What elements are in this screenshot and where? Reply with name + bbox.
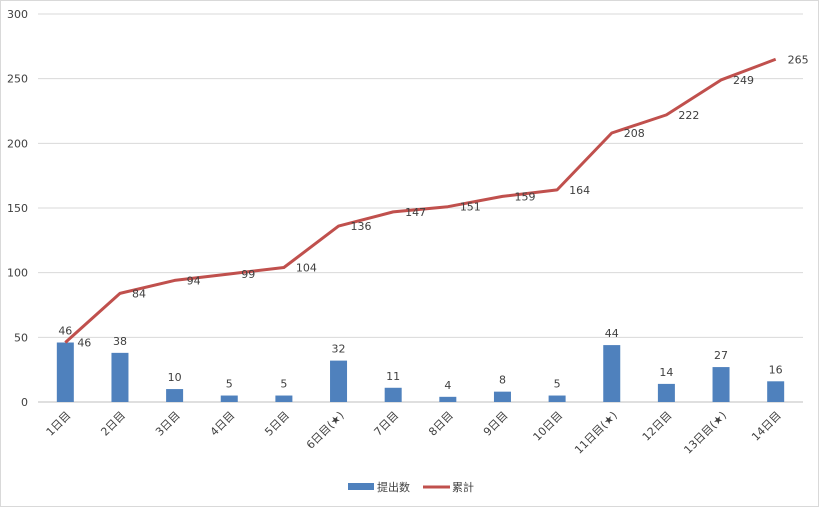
bar-data-label: 27 bbox=[714, 349, 728, 362]
bar-data-label: 44 bbox=[605, 327, 619, 340]
bar bbox=[111, 352, 129, 402]
x-tick-label: 3日目 bbox=[153, 409, 183, 439]
bar bbox=[493, 391, 511, 402]
line-data-label: 147 bbox=[405, 206, 426, 219]
y-tick-label: 300 bbox=[7, 8, 28, 21]
bar bbox=[166, 389, 184, 402]
bar bbox=[603, 345, 621, 402]
bar-data-label: 38 bbox=[113, 335, 127, 348]
x-tick-label: 4日目 bbox=[208, 409, 238, 439]
bar bbox=[657, 383, 675, 402]
bar-data-label: 8 bbox=[499, 374, 506, 387]
x-tick-label: 1日目 bbox=[44, 409, 74, 439]
bar-data-label: 10 bbox=[168, 371, 182, 384]
bar bbox=[56, 342, 74, 402]
line-data-label: 151 bbox=[460, 201, 481, 214]
line-data-label: 249 bbox=[733, 74, 754, 87]
bar-data-label: 46 bbox=[58, 325, 72, 338]
bar-data-label: 4 bbox=[444, 379, 451, 392]
line-data-label: 208 bbox=[624, 127, 645, 140]
y-tick-label: 250 bbox=[7, 73, 28, 86]
x-tick-label: 6日目(★) bbox=[304, 409, 347, 452]
y-tick-label: 200 bbox=[7, 137, 28, 150]
bar bbox=[439, 396, 457, 402]
bar-data-label: 14 bbox=[659, 366, 673, 379]
legend-swatch-bar bbox=[348, 483, 374, 490]
x-tick-label: 9日目 bbox=[481, 409, 511, 439]
bar-data-label: 5 bbox=[280, 378, 287, 391]
x-tick-label: 14日目 bbox=[749, 409, 784, 444]
bar bbox=[384, 387, 402, 402]
line-data-label: 265 bbox=[788, 53, 809, 66]
x-tick-label: 2日目 bbox=[98, 409, 128, 439]
legend-label: 提出数 bbox=[377, 480, 410, 494]
line-data-label: 99 bbox=[241, 268, 255, 281]
bar-data-label: 32 bbox=[332, 343, 346, 356]
line-data-label: 46 bbox=[77, 337, 91, 350]
bar bbox=[330, 360, 348, 402]
bar-data-label: 16 bbox=[769, 363, 783, 376]
bar-data-label: 11 bbox=[386, 370, 400, 383]
x-tick-label: 8日目 bbox=[426, 409, 456, 439]
y-tick-label: 100 bbox=[7, 267, 28, 280]
line-data-label: 84 bbox=[132, 287, 146, 300]
legend-label: 累計 bbox=[452, 480, 474, 494]
bar bbox=[712, 367, 730, 402]
y-tick-label: 0 bbox=[21, 396, 28, 409]
x-tick-label: 5日目 bbox=[262, 409, 292, 439]
bar bbox=[220, 395, 238, 402]
x-tick-label: 11日目(★) bbox=[572, 409, 620, 457]
bar bbox=[767, 381, 785, 402]
line-data-label: 136 bbox=[351, 220, 372, 233]
line-data-label: 222 bbox=[678, 109, 699, 122]
y-tick-label: 150 bbox=[7, 202, 28, 215]
line-data-label: 104 bbox=[296, 261, 317, 274]
line-series bbox=[64, 57, 777, 344]
x-tick-label: 12日目 bbox=[640, 409, 675, 444]
line-data-label: 94 bbox=[187, 274, 201, 287]
bar-data-label: 5 bbox=[554, 378, 561, 391]
line-data-label: 159 bbox=[514, 190, 535, 203]
bar bbox=[275, 395, 293, 402]
y-tick-label: 50 bbox=[14, 331, 28, 344]
x-tick-label: 7日目 bbox=[372, 409, 402, 439]
line-data-label: 164 bbox=[569, 184, 590, 197]
bar bbox=[548, 395, 566, 402]
x-tick-label: 10日目 bbox=[531, 409, 566, 444]
x-tick-label: 13日目(★) bbox=[681, 409, 729, 457]
bar-data-label: 5 bbox=[226, 378, 233, 391]
